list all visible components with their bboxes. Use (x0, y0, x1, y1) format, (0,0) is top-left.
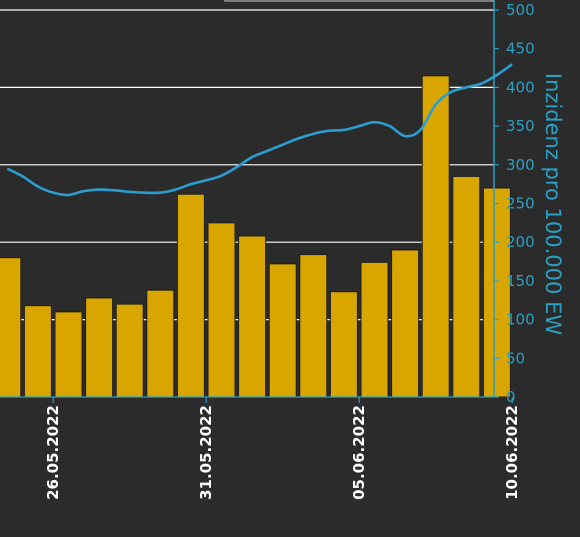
bar (54, 311, 83, 398)
y-axis-title: Inzidenz pro 100.000 EW (541, 73, 565, 335)
bar (115, 303, 144, 398)
bar (238, 235, 267, 398)
y-tick-label: 450 (506, 40, 535, 58)
bar (146, 289, 175, 398)
y-tick-label: 200 (506, 233, 535, 251)
x-tick-label: 31.05.2022 (197, 405, 215, 500)
axes: 0 50 100 150 200 250 300 350 400 450 500 26.05.2022… (0, 0, 535, 500)
y-tick-label: 50 (506, 349, 525, 367)
bar (360, 261, 389, 398)
bar (85, 297, 114, 398)
bar (0, 257, 22, 398)
bar (329, 291, 358, 398)
y-tick-label: 500 (506, 1, 535, 19)
y-tick-label: 350 (506, 117, 535, 135)
bar-series (0, 75, 511, 398)
y-tick-label: 150 (506, 272, 535, 290)
y-tick-label: 100 (506, 311, 535, 329)
bar (452, 175, 481, 398)
y-tick-label: 0 (506, 388, 516, 406)
y-tick-label: 400 (506, 78, 535, 96)
line-series (6, 63, 513, 197)
x-tick-label: 10.06.2022 (503, 405, 521, 500)
bar (268, 263, 297, 398)
incidence-line (6, 63, 513, 197)
x-tick-label: 05.06.2022 (350, 405, 368, 500)
bar (482, 187, 511, 398)
bar (207, 222, 236, 398)
bar (391, 249, 420, 398)
bar (23, 305, 52, 398)
x-tick-label: 26.05.2022 (44, 405, 62, 500)
y-tick-label: 300 (506, 156, 535, 174)
y-tick-label: 250 (506, 195, 535, 213)
bar (176, 193, 205, 398)
bar (421, 75, 450, 398)
bar (299, 254, 328, 398)
legend-box-edge (224, 0, 494, 2)
